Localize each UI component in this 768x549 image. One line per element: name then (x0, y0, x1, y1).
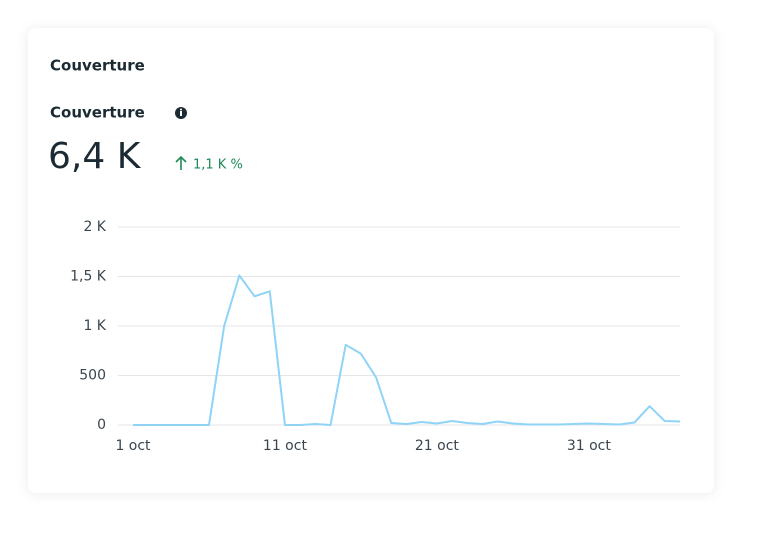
x-tick-label: 11 oct (263, 438, 308, 454)
x-tick-label: 21 oct (415, 438, 460, 454)
line-series (133, 274, 681, 426)
metric-label: Couverture (50, 104, 145, 122)
x-tick-label: 1 oct (115, 438, 151, 454)
y-tick-label: 1 K (83, 318, 106, 334)
up-arrow (175, 155, 187, 170)
y-tick-label: 0 (97, 417, 106, 433)
card-title: Couverture (50, 57, 145, 75)
card (28, 28, 714, 493)
metric-change: 1,1 K % (193, 158, 243, 173)
y-tick-label: 500 (79, 368, 106, 384)
y-tick-label: 2 K (83, 219, 106, 235)
y-tick-label: 1,5 K (70, 269, 107, 285)
metric-value: 6,4 K (48, 136, 142, 177)
x-tick-label: 31 oct (567, 438, 612, 454)
info-icon[interactable] (175, 107, 187, 119)
